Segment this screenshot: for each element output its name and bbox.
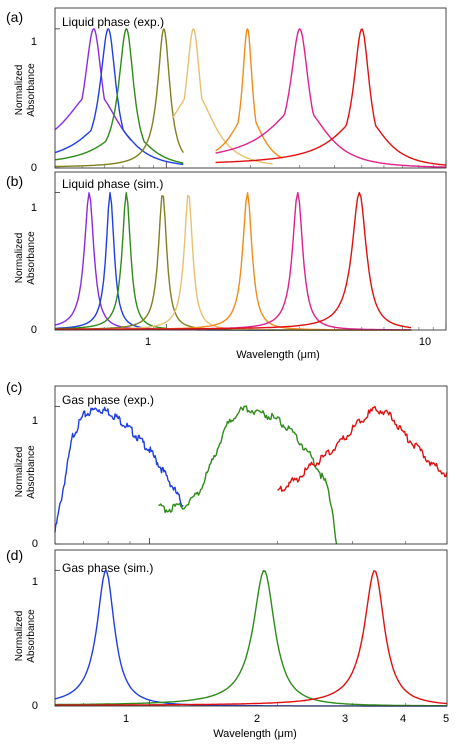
ylabel-c-line1: Normalized [14, 447, 25, 498]
ylabel-d-line2: Absorbance [26, 609, 37, 663]
ytick-label-a-1: 1 [31, 36, 37, 48]
series-a-6 [215, 28, 446, 168]
series-a-2 [54, 28, 184, 164]
frame-d [54, 549, 448, 707]
series-a-3 [54, 28, 184, 168]
plot-area-c [54, 405, 448, 545]
panel-title-d: Gas phase (sim.) [62, 561, 153, 575]
xlabel-d: Wavelength (μm) [213, 728, 297, 740]
series-a-5 [215, 28, 283, 159]
ytick-label-d-1: 1 [32, 576, 38, 588]
xtick-label-d-3: 3 [342, 713, 348, 725]
xlabel-b: Wavelength (μm) [236, 349, 320, 361]
panel-label-a: (a) [6, 9, 23, 25]
series-a-1 [54, 28, 184, 166]
ytick-label-b-0: 0 [31, 324, 37, 336]
frame-b [54, 171, 447, 331]
ylabel-d: NormalizedAbsorbance [14, 609, 37, 663]
panel-c: (c) Gas phase (exp.) 1 0 NormalizedAbsor… [6, 379, 448, 550]
ylabel-c-line2: Absorbance [26, 445, 37, 499]
panel-title-b: Liquid phase (sim.) [62, 177, 163, 191]
frame-a [54, 7, 447, 169]
series-a-4 [171, 28, 273, 165]
ytick-label-d-0: 0 [32, 700, 38, 712]
plot-area-b [54, 191, 447, 331]
ytick-label-a-0: 0 [31, 162, 37, 174]
series-b-7 [55, 191, 412, 330]
panel-title-a: Liquid phase (exp.) [62, 15, 164, 29]
series-a-7 [215, 28, 447, 166]
panel-d: (d) Gas phase (sim.) 1 0 NormalizedAbsor… [6, 547, 449, 740]
series-d-1 [55, 570, 447, 707]
series-c-2 [277, 405, 448, 492]
xtick-label-d-2: 2 [254, 713, 260, 725]
ytick-label-c-1: 1 [32, 415, 38, 427]
xtick-label-d-5: 5 [443, 713, 449, 725]
series-c-0 [54, 406, 184, 533]
xtick-label-b-10: 10 [419, 336, 431, 348]
plot-area-d [54, 569, 448, 707]
series-a-0 [54, 28, 132, 141]
frame-c [54, 385, 448, 545]
ylabel-b-line2: Absorbance [26, 231, 37, 285]
ylabel-b: NormalizedAbsorbance [14, 231, 37, 285]
xtick-label-d-1: 1 [123, 713, 129, 725]
ylabel-c: NormalizedAbsorbance [14, 445, 37, 499]
ytick-label-b-1: 1 [31, 202, 37, 214]
series-d-2 [55, 570, 448, 706]
panel-a: (a) Liquid phase (exp.) 1 0 NormalizedAb… [6, 7, 447, 174]
ylabel-a: NormalizedAbsorbance [14, 63, 37, 117]
ylabel-a-line1: Normalized [14, 65, 25, 116]
ylabel-b-line1: Normalized [14, 233, 25, 284]
ytick-label-c-0: 0 [32, 538, 38, 550]
ylabel-d-line1: Normalized [14, 611, 25, 662]
panel-label-d: (d) [6, 547, 23, 563]
panel-label-b: (b) [6, 173, 23, 189]
panel-b: (b) Liquid phase (sim.) 1 0 NormalizedAb… [6, 171, 447, 361]
plot-area-a [54, 28, 447, 169]
panel-title-c: Gas phase (exp.) [62, 393, 154, 407]
xtick-label-b-1: 1 [145, 336, 151, 348]
ylabel-a-line2: Absorbance [26, 63, 37, 117]
series-c-1 [158, 405, 338, 545]
panel-label-c: (c) [6, 379, 22, 395]
xtick-label-d-4: 4 [400, 713, 406, 725]
